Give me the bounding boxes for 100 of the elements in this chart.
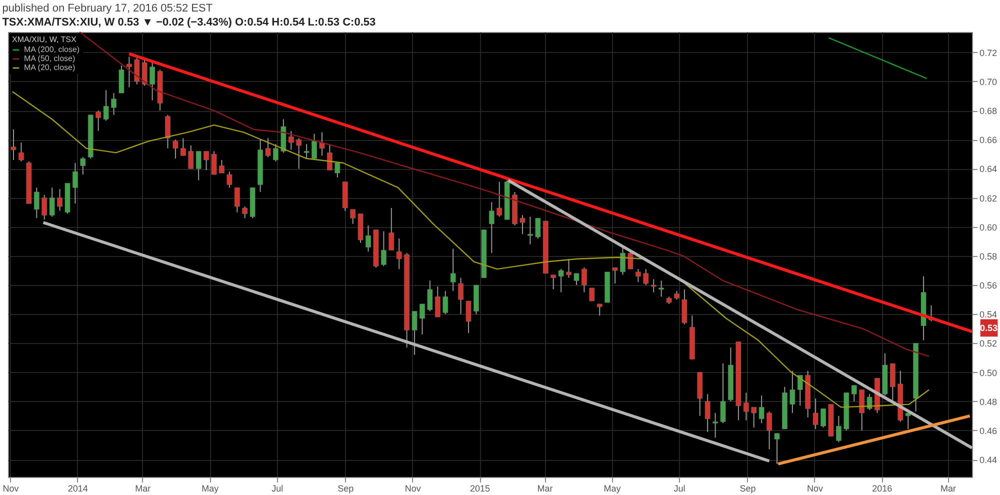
candlestick (589, 287, 595, 302)
candlestick (528, 216, 533, 245)
candlestick (520, 214, 526, 235)
candlestick (211, 150, 217, 176)
candlestick (304, 143, 310, 160)
x-tick-label: Sep (740, 484, 756, 494)
candlestick (388, 207, 394, 251)
candlestick (612, 267, 618, 284)
y-tick-label: 0.48 (980, 396, 998, 407)
x-tick-label: May (604, 484, 622, 494)
candlestick (489, 202, 494, 254)
candlestick (582, 267, 587, 293)
candlestick (820, 408, 826, 428)
candlestick (636, 268, 641, 283)
candlestick (219, 159, 224, 174)
candlestick (142, 59, 148, 86)
candlestick (72, 162, 78, 204)
x-tick-label: 2016 (872, 484, 892, 494)
candlestick (466, 300, 472, 334)
candlestick (334, 162, 340, 178)
candlestick (836, 415, 842, 443)
candlestick (18, 142, 24, 162)
candlestick (165, 114, 170, 149)
x-tick-label: Nov (806, 484, 824, 494)
x-tick-label: 2015 (470, 484, 490, 494)
candlestick (890, 363, 896, 402)
candlestick (797, 374, 803, 406)
candlestick (450, 248, 456, 292)
candlestick (204, 150, 209, 171)
candlestick (566, 258, 572, 278)
candlestick (103, 90, 109, 122)
candlestick (859, 389, 864, 431)
candlestick (273, 143, 278, 162)
legend-label: MA (50, close) (24, 54, 76, 63)
candlestick (420, 303, 425, 335)
candlestick (312, 133, 317, 160)
candlestick (366, 224, 371, 252)
candlestick (774, 432, 780, 464)
candlestick (10, 128, 16, 160)
candlestick (812, 398, 818, 430)
y-tick-label: 0.62 (980, 193, 998, 204)
candlestick (49, 187, 55, 218)
candlestick (712, 412, 718, 438)
candlestick (96, 110, 101, 132)
candlestick (758, 395, 764, 424)
candlestick (42, 194, 48, 220)
y-tick-label: 0.50 (980, 368, 998, 378)
candlestick (80, 156, 86, 176)
y-tick-label: 0.56 (980, 280, 998, 291)
candlestick (296, 138, 302, 170)
candlestick (435, 286, 440, 318)
candlestick (574, 272, 580, 286)
legend-label: MA (20, close) (24, 63, 76, 72)
candlestick (704, 394, 710, 432)
candlestick (643, 268, 649, 286)
candlestick (558, 268, 564, 293)
candlestick (790, 370, 796, 414)
x-tick-label: Sep (338, 484, 354, 494)
candlestick (242, 206, 248, 219)
candlestick (396, 238, 402, 270)
candlestick (226, 171, 232, 188)
y-tick-label: 0.64 (980, 164, 998, 174)
candlestick (658, 280, 664, 298)
chart-title: published on February 17, 2016 05:52 EST (2, 2, 213, 14)
x-tick-label: Jul (674, 484, 686, 494)
candlestick (427, 280, 433, 312)
candlestick (319, 132, 325, 156)
legend-title: XMA/XIU, W, TSX (12, 35, 77, 44)
y-tick-label: 0.60 (980, 222, 998, 232)
y-tick-label: 0.54 (980, 310, 998, 320)
y-tick-label: 0.52 (980, 338, 998, 349)
candlestick (751, 406, 757, 428)
candlestick (650, 278, 656, 293)
candlestick (188, 144, 194, 170)
candlestick (620, 246, 626, 276)
candlestick (720, 363, 726, 424)
x-tick-label: Nov (404, 484, 422, 494)
y-tick-label: 0.72 (980, 48, 998, 58)
line-series (12, 91, 930, 408)
candlestick (596, 303, 602, 316)
candlestick (381, 230, 386, 267)
candlestick (34, 187, 40, 219)
candlestick (180, 138, 186, 156)
candlestick (134, 58, 140, 85)
candlestick (496, 181, 502, 218)
x-tick-label: Jul (272, 484, 284, 494)
y-tick-label: 0.66 (980, 135, 998, 146)
chart-subtitle: TSX:XMA/TSX:XIU, W 0.53 ▼ −0.02 (−3.43%) O:0.54 H:0.54 L:0.53 C:0.53 (2, 16, 376, 28)
candlestick (234, 187, 240, 213)
candlestick (172, 139, 178, 160)
legend-label: MA (200, close) (24, 45, 80, 54)
x-tick-label: 2014 (68, 484, 88, 494)
x-tick-label: Nov (2, 484, 20, 494)
y-tick-label: 0.46 (980, 426, 998, 436)
candlestick (458, 277, 464, 315)
candlestick (442, 290, 448, 315)
candlestick (682, 288, 688, 325)
y-tick-label: 0.70 (980, 76, 998, 87)
x-tick-label: Mar (940, 484, 956, 494)
x-tick-label: Mar (135, 484, 151, 494)
